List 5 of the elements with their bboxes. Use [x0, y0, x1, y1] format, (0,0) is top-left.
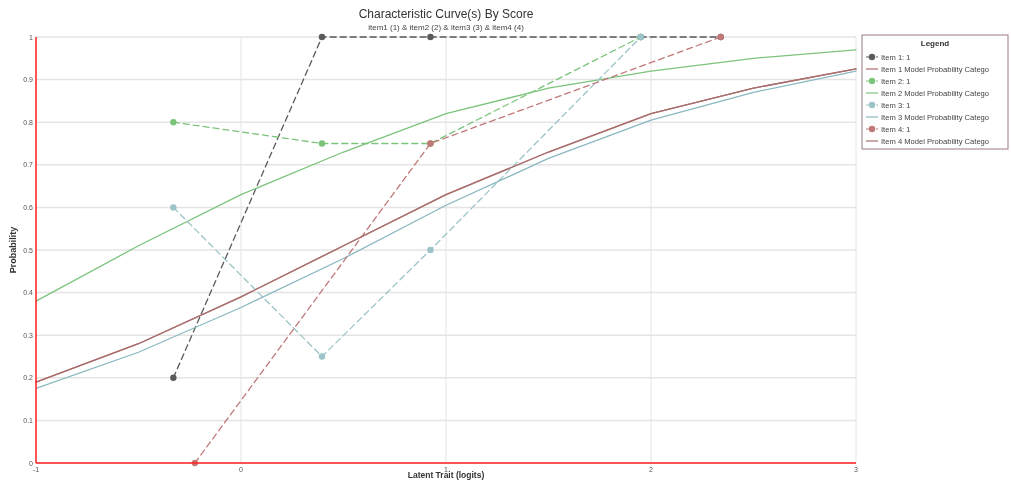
legend-title: Legend: [920, 39, 950, 48]
x-axis-title: Latent Trait (logits): [407, 470, 485, 480]
chart-subtitle: item1 (1) & item2 (2) & item3 (3) & item4 (4): [368, 23, 525, 32]
y-axis-title: Probability: [8, 226, 18, 274]
chart-title: Characteristic Curve(s) By Score: [358, 7, 534, 21]
